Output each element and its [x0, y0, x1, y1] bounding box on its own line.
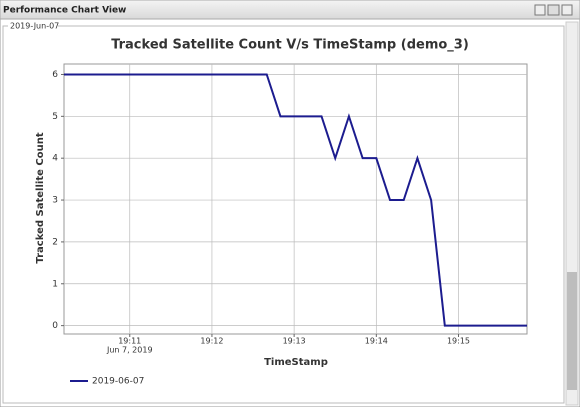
print-icon[interactable] [547, 4, 560, 16]
y-tick-label: 2 [52, 237, 58, 247]
scroll-thumb[interactable] [567, 272, 577, 390]
x-tick-sublabel: Jun 7, 2019 [106, 346, 153, 355]
panel-title: Performance Chart View [3, 6, 126, 16]
group-label-bg [8, 21, 58, 31]
x-tick-label: 19:15 [447, 337, 470, 346]
y-tick-label: 4 [52, 154, 58, 164]
x-tick-label: 19:14 [365, 337, 388, 346]
zoom-icon[interactable] [534, 4, 546, 16]
y-tick-label: 1 [52, 279, 58, 289]
data-line [64, 73, 527, 327]
y-axis-label: Tracked Satellite Count [35, 132, 46, 263]
y-tick-label: 6 [52, 70, 58, 80]
x-tick-label: 19:13 [283, 337, 306, 346]
group-label: 2019-Jun-07 [10, 22, 59, 31]
y-tick-label: 3 [52, 196, 58, 206]
group-box [2, 25, 565, 404]
export-icon[interactable] [561, 4, 573, 16]
y-tick-label: 5 [52, 112, 58, 122]
y-tick-label: 0 [52, 321, 58, 331]
chart-title: Tracked Satellite Count V/s TimeStamp (d… [111, 38, 469, 53]
x-tick-label: 19:11 [118, 337, 141, 346]
panel-header [0, 0, 580, 20]
x-axis-label: TimeStamp [264, 357, 328, 368]
x-tick-label: 19:12 [200, 337, 223, 346]
plot-area [63, 63, 528, 335]
legend-label: 2019-06-07 [92, 377, 144, 387]
